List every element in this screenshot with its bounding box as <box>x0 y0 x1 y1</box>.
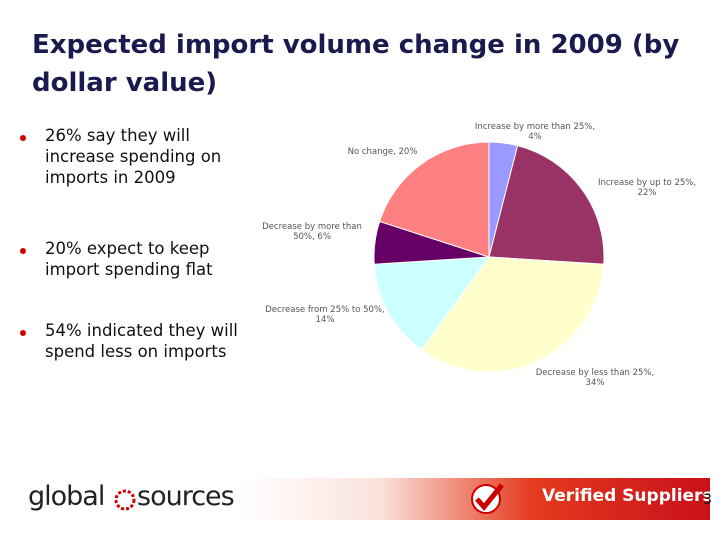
footer-bar <box>240 478 710 520</box>
page-number: 3 <box>703 492 712 508</box>
logo-text: sources <box>137 481 235 512</box>
pie-slice <box>378 141 490 258</box>
bullet: 26% say they will increase spending on i… <box>45 126 222 187</box>
check-icon <box>471 483 504 514</box>
slice-label: Decrease by less than 25%, 34% <box>535 368 655 388</box>
logo-icon <box>114 489 136 511</box>
bullet: 54% indicated they will spend less on im… <box>45 321 238 361</box>
bullet-dot <box>20 330 26 336</box>
badge-text: Verified Suppliers <box>542 486 713 506</box>
slice-label: Decrease from 25% to 50%, 14% <box>265 305 385 325</box>
bullet-dot <box>20 135 26 141</box>
slice-label: No change, 20% <box>347 147 418 157</box>
slice-label: Increase by more than 25%, 4% <box>474 122 596 142</box>
pie-slice <box>488 145 605 265</box>
logo-text: global <box>28 481 105 512</box>
slice-label: Decrease by more than 50%, 6% <box>262 222 362 242</box>
bullet: 20% expect to keep import spending flat <box>45 239 213 279</box>
bullet-dot <box>20 248 26 254</box>
pie-slice <box>420 256 605 373</box>
slide-title: Expected import volume change in 2009 (b… <box>32 30 680 98</box>
slice-label: Increase by up to 25%, 22% <box>597 178 697 198</box>
pie-slice <box>373 256 491 351</box>
